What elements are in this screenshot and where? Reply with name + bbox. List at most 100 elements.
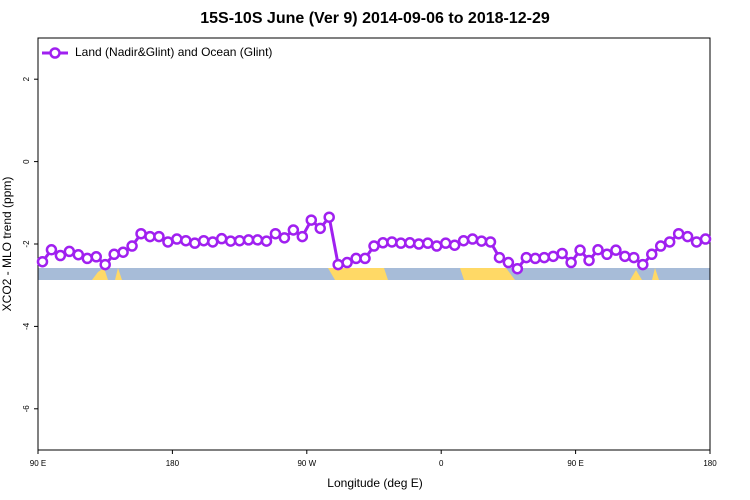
data-point <box>395 237 407 249</box>
y-tick-label: -6 <box>22 405 31 413</box>
x-tick-label: 90 E <box>30 459 46 468</box>
land-patch <box>328 268 388 280</box>
data-point <box>386 236 398 248</box>
data-point <box>36 255 49 268</box>
data-point <box>422 237 434 249</box>
data-point <box>332 258 344 271</box>
data-point <box>583 254 595 267</box>
data-point <box>45 244 58 256</box>
land-patch <box>630 270 642 280</box>
data-point <box>628 251 640 264</box>
data-point <box>377 237 389 249</box>
x-tick-label: 180 <box>703 459 717 468</box>
data-point <box>368 240 380 252</box>
data-point <box>520 251 533 264</box>
data-point <box>619 250 631 263</box>
data-point <box>206 236 219 248</box>
data-point <box>538 251 550 264</box>
x-axis-label: Longitude (deg E) <box>327 476 422 490</box>
data-point <box>430 240 443 252</box>
data-point <box>90 251 102 263</box>
data-point <box>72 248 85 261</box>
data-point <box>323 211 335 223</box>
data-point <box>601 248 613 261</box>
data-point <box>663 236 676 248</box>
data-point <box>681 230 694 243</box>
data-point <box>242 234 255 246</box>
data-point <box>108 248 120 261</box>
legend-marker <box>49 47 61 59</box>
data-point <box>260 235 273 247</box>
land-patch <box>460 268 515 280</box>
data-point <box>224 235 237 247</box>
data-point <box>189 237 201 249</box>
x-tick-label: 180 <box>166 459 180 468</box>
data-point <box>287 224 300 236</box>
data-point <box>350 252 362 265</box>
data-point <box>592 244 604 256</box>
data-point <box>233 234 246 247</box>
data-point <box>269 227 282 240</box>
data-point <box>699 233 712 245</box>
data-point <box>81 252 94 265</box>
data-point <box>117 246 129 258</box>
data-point <box>511 262 524 275</box>
y-tick-label: 2 <box>22 76 31 81</box>
data-point <box>574 244 586 256</box>
data-point <box>144 230 156 243</box>
data-point <box>305 214 318 226</box>
data-point <box>502 256 515 269</box>
x-tick-label: 90 E <box>567 459 583 468</box>
x-tick-label: 90 W <box>297 459 316 468</box>
data-point <box>637 258 649 271</box>
data-point <box>126 240 138 252</box>
y-tick-label: -4 <box>22 322 31 330</box>
data-point <box>493 251 506 264</box>
y-tick-label: 0 <box>22 159 31 164</box>
data-point <box>556 247 568 260</box>
land-patch <box>652 268 659 280</box>
legend: Land (Nadir&Glint) and Ocean (Glint) <box>42 45 272 59</box>
data-point <box>153 230 165 243</box>
data-point <box>99 258 111 271</box>
data-point <box>439 237 452 249</box>
data-point <box>610 244 622 256</box>
data-point <box>341 256 353 269</box>
data-point <box>404 237 416 249</box>
land-patch <box>115 268 122 280</box>
chart-title: 15S-10S June (Ver 9) 2014-09-06 to 2018-… <box>200 10 550 27</box>
data-point <box>484 236 497 248</box>
data-point <box>63 245 76 258</box>
data-point <box>296 230 309 243</box>
data-point <box>135 227 147 240</box>
data-point <box>278 232 291 244</box>
data-point <box>547 250 559 263</box>
data-point <box>565 256 577 269</box>
data-point <box>690 236 703 248</box>
data-point <box>413 238 425 250</box>
data-point <box>654 240 667 252</box>
data-point <box>162 236 174 248</box>
legend-label: Land (Nadir&Glint) and Ocean (Glint) <box>75 45 272 59</box>
data-point <box>171 233 183 245</box>
data-point <box>672 227 685 240</box>
data-point <box>457 234 470 247</box>
data-point <box>529 252 542 265</box>
data-point <box>466 233 479 245</box>
data-point <box>180 234 192 247</box>
data-point <box>198 234 210 247</box>
data-point <box>251 234 264 246</box>
data-point <box>54 249 67 262</box>
y-tick-label: -2 <box>22 240 31 248</box>
land-patch <box>92 268 108 280</box>
land-ocean-strip <box>38 268 710 280</box>
data-point <box>359 252 371 265</box>
y-axis-label: XCO2 - MLO trend (ppm) <box>0 177 14 312</box>
data-point <box>314 222 326 235</box>
data-point <box>215 232 228 245</box>
data-point <box>475 235 488 247</box>
x-tick-label: 0 <box>439 459 444 468</box>
data-point <box>646 248 658 261</box>
data-point <box>448 239 461 251</box>
